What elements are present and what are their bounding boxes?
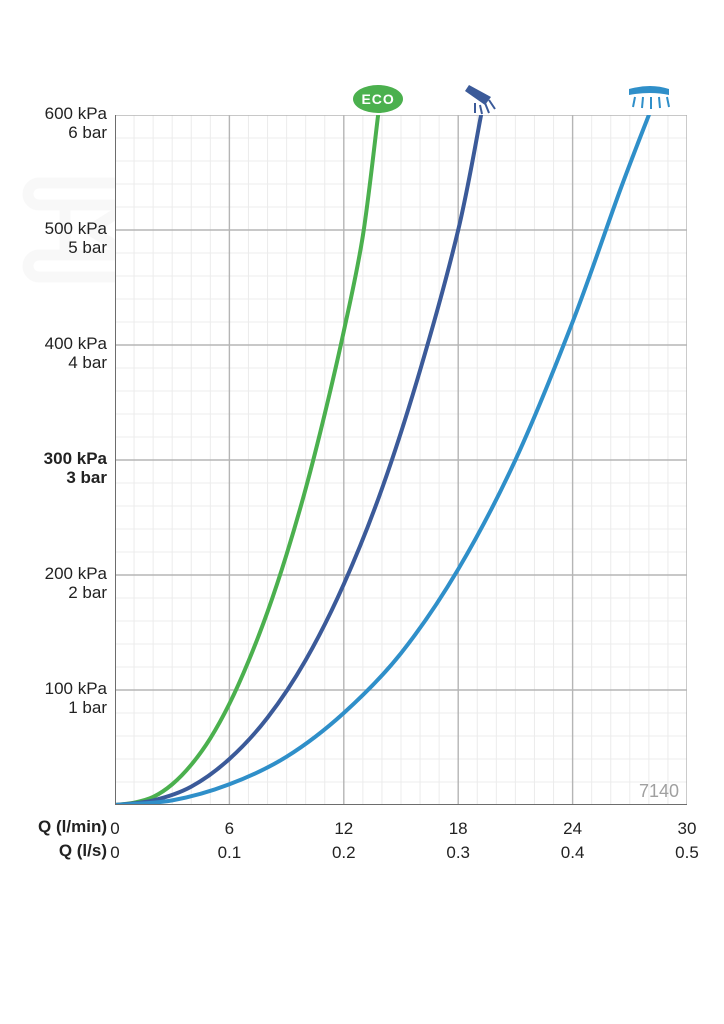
x-tick-ls: 0.5 [675, 843, 699, 863]
x-axis-unit-ls: Q (l/s) [59, 841, 107, 861]
x-tick-ls: 0.4 [561, 843, 585, 863]
y-tick-kpa: 300 kPa [44, 449, 107, 469]
x-tick-lmin: 0 [110, 819, 119, 839]
shower-icon-wide [625, 83, 673, 113]
x-tick-lmin: 12 [334, 819, 353, 839]
x-tick-lmin: 30 [678, 819, 697, 839]
y-tick-kpa: 500 kPa [45, 219, 107, 239]
y-tick-bar: 3 bar [66, 468, 107, 488]
flow-pressure-chart [115, 115, 687, 805]
x-tick-lmin: 18 [449, 819, 468, 839]
page: 100 kPa1 bar 200 kPa2 bar 300 kPa3 bar 400 … [0, 0, 724, 1024]
eco-badge-icon: ECO [353, 85, 403, 113]
y-tick-bar: 1 bar [68, 698, 107, 718]
x-tick-ls: 0.3 [446, 843, 470, 863]
y-tick-bar: 4 bar [68, 353, 107, 373]
y-tick-kpa: 100 kPa [45, 679, 107, 699]
y-tick-kpa: 600 kPa [45, 104, 107, 124]
x-axis-unit-lmin: Q (l/min) [38, 817, 107, 837]
y-tick-bar: 5 bar [68, 238, 107, 258]
x-tick-ls: 0 [110, 843, 119, 863]
x-tick-lmin: 24 [563, 819, 582, 839]
y-tick-bar: 2 bar [68, 583, 107, 603]
y-tick-kpa: 200 kPa [45, 564, 107, 584]
y-tick-kpa: 400 kPa [45, 334, 107, 354]
x-tick-ls: 0.1 [218, 843, 242, 863]
y-tick-bar: 6 bar [68, 123, 107, 143]
x-tick-ls: 0.2 [332, 843, 356, 863]
shower-icon-narrow [461, 83, 501, 115]
chart-code-number: 7140 [639, 781, 679, 802]
x-tick-lmin: 6 [225, 819, 234, 839]
